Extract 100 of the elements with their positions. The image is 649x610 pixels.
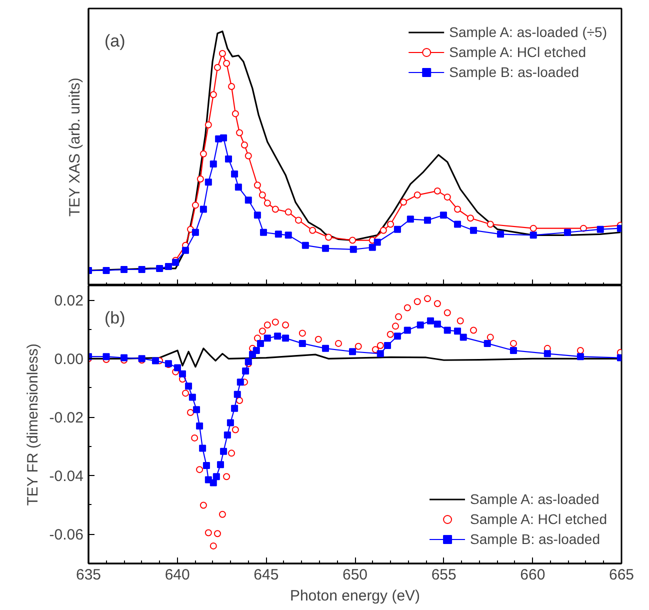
- point: [199, 444, 206, 452]
- annotation: (a): [104, 32, 126, 50]
- point: [252, 346, 260, 354]
- point: [284, 208, 292, 216]
- point: [470, 326, 478, 334]
- point: [372, 346, 379, 354]
- point: [322, 344, 330, 352]
- point: [284, 232, 292, 239]
- point: [204, 178, 212, 186]
- point: [231, 404, 238, 412]
- point: [244, 196, 252, 204]
- point: [228, 450, 236, 457]
- point: [406, 216, 414, 223]
- point: [210, 91, 217, 98]
- x-tick-label: 635: [76, 566, 102, 584]
- point: [152, 357, 159, 364]
- point: [414, 192, 421, 199]
- point: [298, 340, 306, 347]
- point: [484, 340, 491, 347]
- point: [200, 502, 207, 509]
- point: [510, 340, 517, 347]
- point: [232, 110, 239, 118]
- point: [456, 317, 464, 324]
- point: [354, 342, 362, 350]
- point: [196, 176, 204, 183]
- point: [236, 129, 244, 136]
- point: [434, 320, 441, 328]
- point: [274, 332, 282, 340]
- point: [102, 267, 110, 274]
- point: [225, 155, 232, 162]
- point: [188, 394, 196, 401]
- x-tick-label: 660: [520, 566, 546, 584]
- point: [264, 334, 271, 342]
- point: [200, 150, 207, 158]
- point: [460, 334, 467, 341]
- point: [424, 216, 431, 224]
- point: [444, 309, 451, 316]
- point: [196, 466, 204, 474]
- y-tick-label: -0.06: [49, 526, 84, 544]
- point: [295, 216, 302, 224]
- point: [596, 226, 604, 233]
- point: [404, 326, 411, 334]
- point: [182, 390, 190, 397]
- point: [234, 390, 241, 398]
- point: [576, 353, 584, 360]
- y-tick-label: 0.00: [54, 351, 84, 368]
- point: [395, 313, 402, 320]
- point: [282, 322, 290, 328]
- point: [258, 328, 266, 335]
- point: [244, 152, 252, 160]
- legend-label: Sample B: as-loaded: [449, 63, 580, 81]
- point: [240, 141, 248, 148]
- point: [102, 353, 110, 360]
- point: [384, 342, 392, 349]
- y-axis-title: TEY FR (dimensionless): [24, 343, 42, 506]
- point: [309, 226, 316, 234]
- point: [376, 342, 384, 349]
- point: [214, 64, 221, 71]
- legend-label: Sample A: as-loaded: [470, 490, 600, 508]
- point: [193, 406, 200, 414]
- point: [454, 206, 462, 213]
- point: [334, 340, 342, 347]
- point: [223, 60, 230, 67]
- point: [387, 220, 394, 228]
- point: [202, 462, 210, 469]
- point: [282, 334, 290, 342]
- point: [264, 322, 271, 328]
- point: [400, 198, 408, 206]
- legend-label: Sample B: as-loaded: [470, 530, 600, 548]
- point: [414, 298, 421, 306]
- point: [218, 510, 226, 518]
- y-axis-title: TEY XAS (arb. units): [66, 78, 84, 217]
- point: [427, 317, 434, 324]
- point: [486, 334, 494, 341]
- point: [185, 382, 192, 390]
- point: [260, 228, 267, 236]
- x-tick-label: 640: [164, 566, 190, 584]
- point: [386, 330, 394, 338]
- y-tick-label: -0.02: [49, 410, 84, 427]
- point: [274, 230, 282, 238]
- point: [254, 212, 261, 219]
- point: [191, 434, 198, 442]
- point: [576, 346, 584, 354]
- point: [454, 328, 462, 335]
- point: [174, 364, 182, 372]
- point: [212, 473, 220, 480]
- y-tick-label: -0.04: [49, 468, 84, 486]
- point: [204, 529, 212, 536]
- annotation: (b): [104, 308, 126, 328]
- point: [322, 244, 330, 252]
- point: [510, 346, 517, 354]
- point: [380, 226, 387, 234]
- point: [182, 246, 190, 254]
- point: [434, 187, 441, 194]
- point: [444, 194, 451, 201]
- point: [256, 340, 264, 347]
- point: [258, 192, 266, 199]
- point: [210, 160, 217, 168]
- point: [314, 336, 322, 343]
- point: [254, 182, 261, 189]
